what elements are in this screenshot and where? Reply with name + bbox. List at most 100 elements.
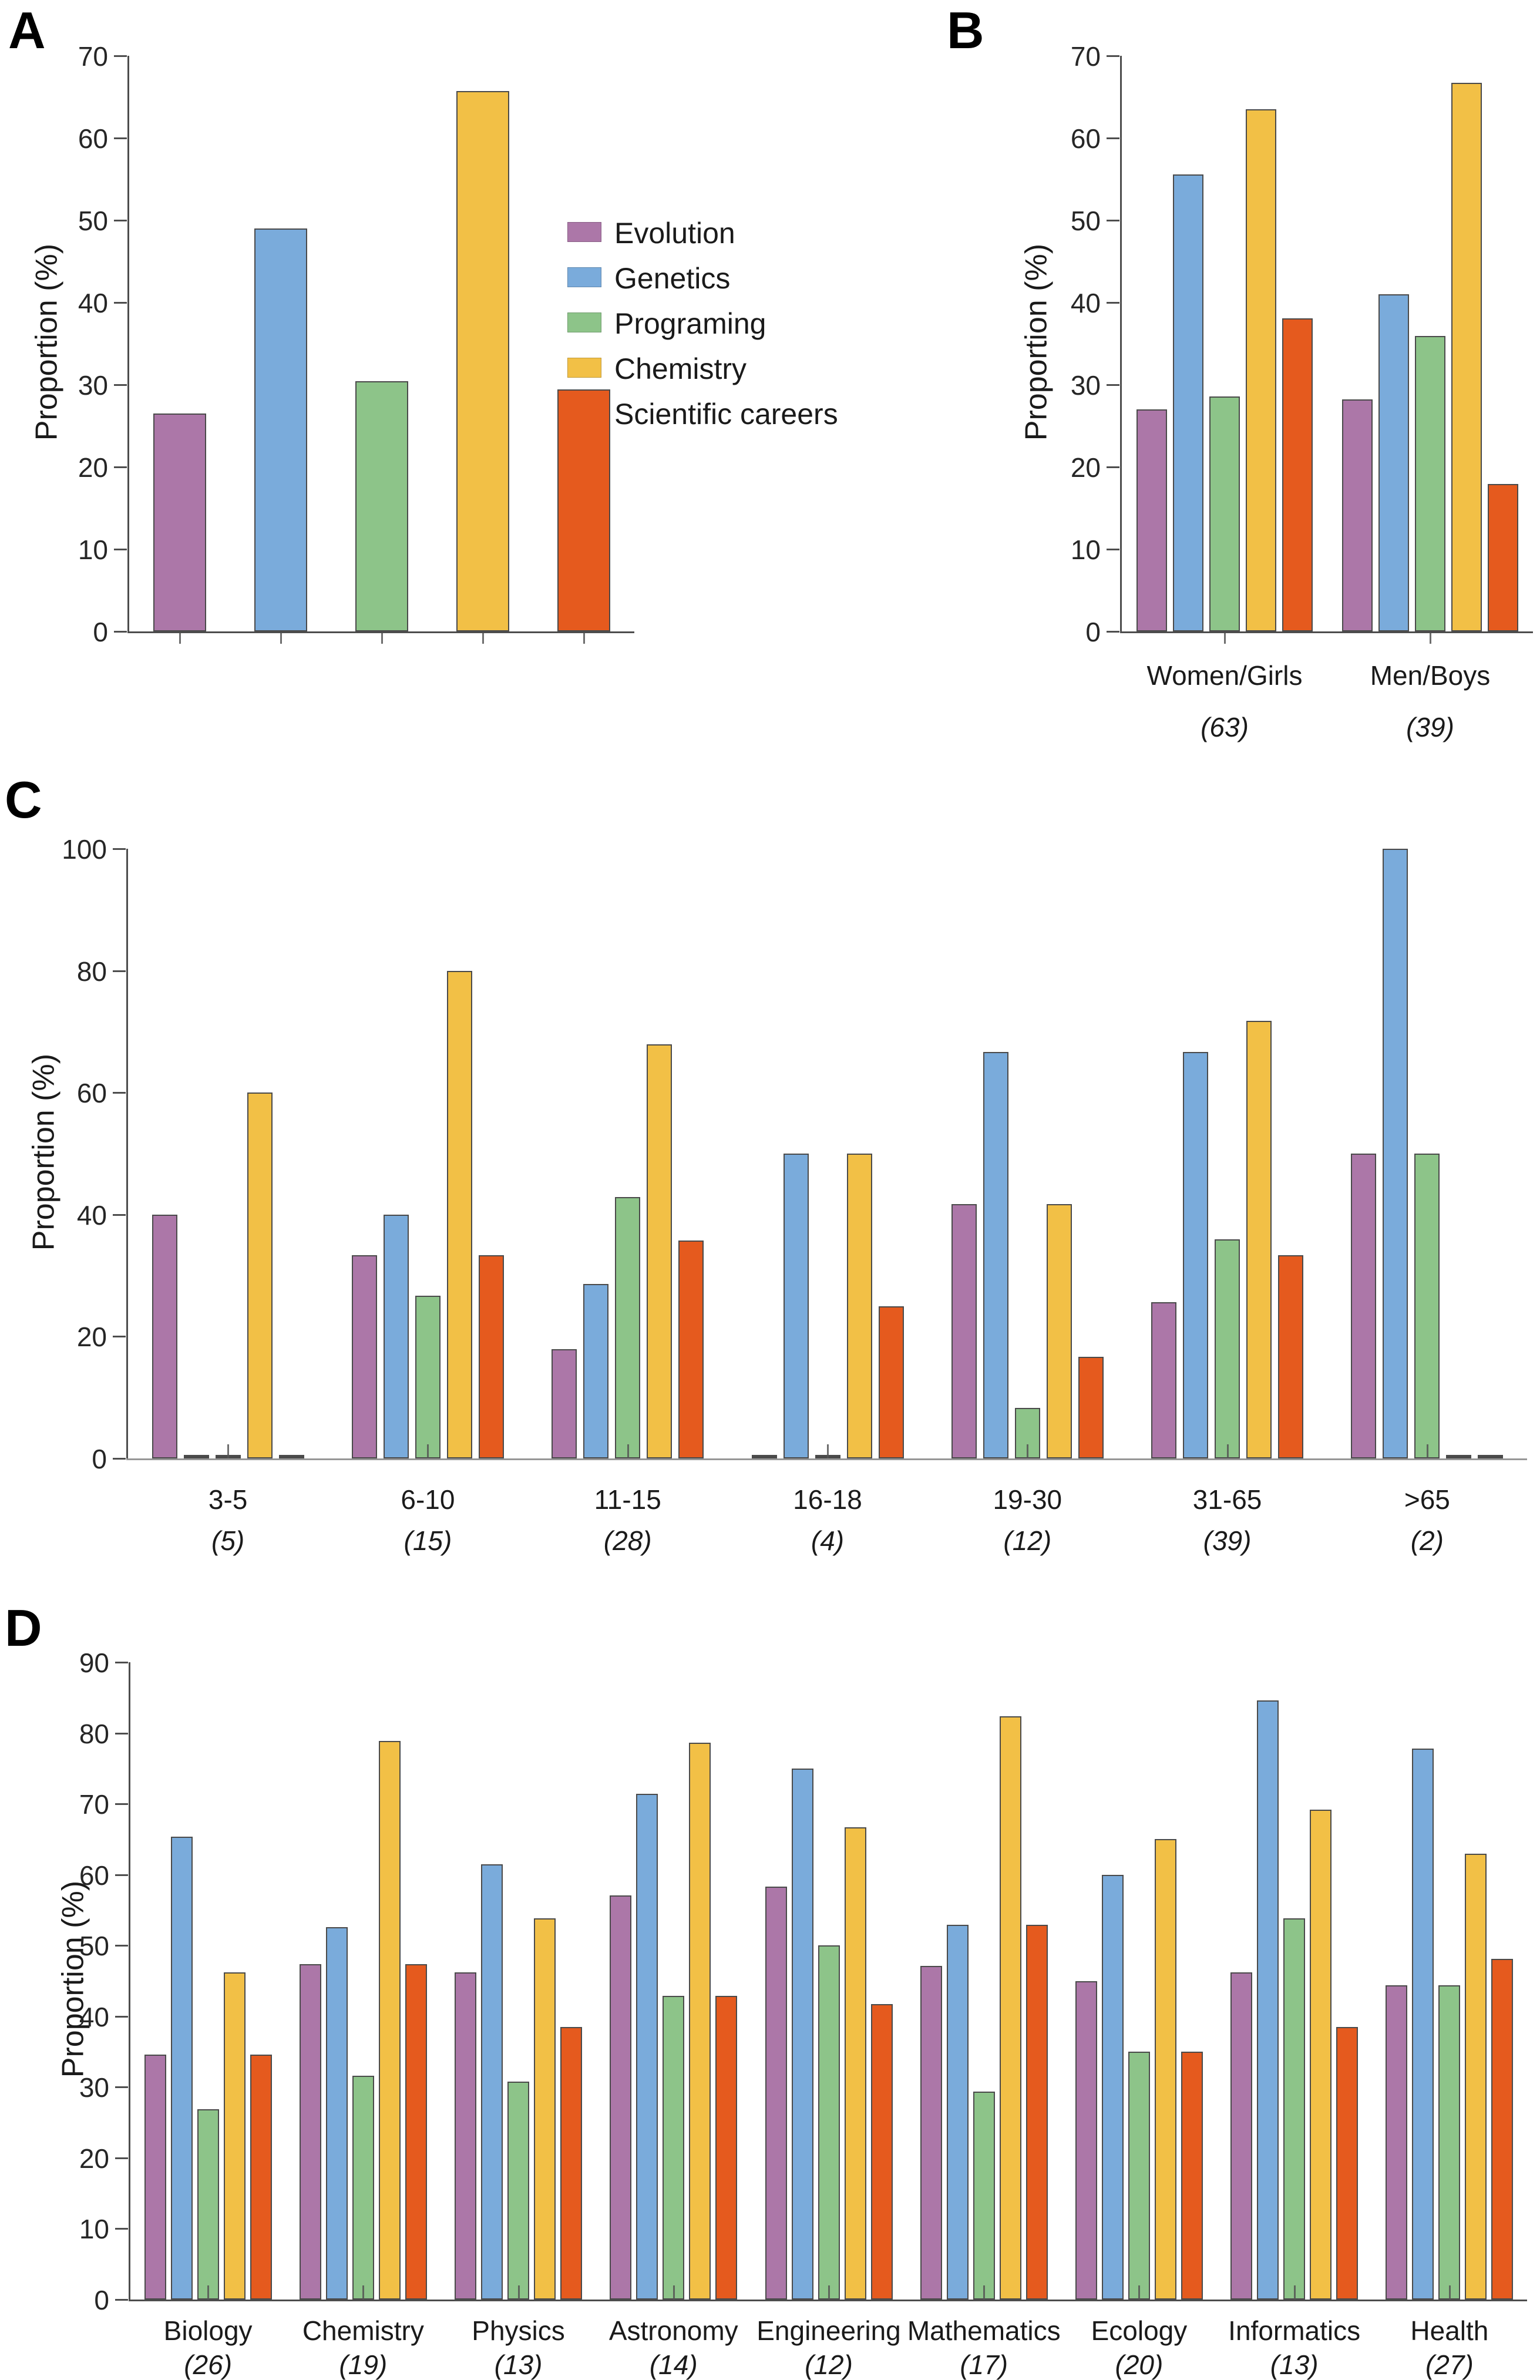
bar-genetics — [383, 1214, 409, 1458]
bar-genetics — [783, 1154, 809, 1458]
panel-a-y-axis-title: Proportion (%) — [29, 243, 64, 441]
bar-programing — [1209, 396, 1240, 631]
x-axis-line — [129, 2300, 1527, 2301]
x-category-count: (26) — [184, 2349, 233, 2380]
x-category-count: (39) — [1203, 1525, 1252, 1556]
bar-chemistry — [1310, 1809, 1332, 2300]
x-category-count: (28) — [603, 1525, 652, 1556]
x-category-label: Biology — [163, 2315, 253, 2346]
bar-chemistry — [1451, 83, 1482, 631]
x-tick — [362, 2285, 365, 2300]
bar-scientific-careers — [1025, 1925, 1048, 2300]
y-tick — [1107, 220, 1119, 221]
y-tick-label: 30 — [78, 370, 108, 401]
bar-genetics — [1383, 849, 1408, 1458]
y-tick — [115, 1945, 128, 1947]
legend-label-evolution: Evolution — [614, 217, 735, 250]
y-tick — [1107, 55, 1119, 57]
bar-genetics — [254, 228, 307, 631]
bar-evolution — [1151, 1302, 1177, 1458]
bar-programing — [973, 2091, 995, 2300]
bar-scientific-careers — [1488, 484, 1518, 631]
x-tick — [1226, 1444, 1229, 1458]
legend-label-scientific-careers: Scientific careers — [614, 398, 838, 431]
y-tick — [114, 55, 127, 57]
y-tick-label: 0 — [94, 2285, 109, 2315]
y-tick — [113, 848, 126, 850]
y-axis-line — [127, 56, 129, 633]
bar-evolution — [1386, 1985, 1408, 2300]
bar-evolution — [152, 1214, 177, 1458]
y-tick-label: 80 — [79, 1718, 109, 1749]
x-tick — [227, 1444, 230, 1458]
bar-scientific-careers — [1491, 1959, 1514, 2300]
x-category-label: 16-18 — [793, 1484, 862, 1515]
panel-b-y-axis-title: Proportion (%) — [1019, 243, 1054, 441]
bar-evolution-zero — [751, 1455, 777, 1458]
x-category-count: (4) — [811, 1525, 845, 1556]
y-tick — [113, 1458, 126, 1460]
y-tick — [114, 302, 127, 304]
x-category-count: (13) — [494, 2349, 543, 2380]
bar-programing — [355, 381, 408, 631]
bar-scientific-careers-zero — [278, 1455, 304, 1458]
y-axis-line — [129, 1662, 130, 2301]
bar-chemistry — [689, 1743, 711, 2300]
x-category-count: (12) — [805, 2349, 853, 2380]
bar-evolution — [552, 1349, 577, 1458]
x-tick — [828, 2285, 830, 2300]
y-tick-label: 40 — [79, 2001, 109, 2032]
y-tick-label: 10 — [78, 535, 108, 565]
bar-programing — [352, 2076, 374, 2300]
bar-genetics — [946, 1925, 969, 2300]
x-tick — [983, 2285, 986, 2300]
bar-scientific-careers — [1282, 318, 1313, 631]
bar-scientific-careers — [557, 389, 610, 631]
bar-chemistry — [223, 1972, 246, 2300]
y-tick — [1107, 302, 1119, 304]
x-tick — [1224, 633, 1226, 644]
bar-genetics — [1378, 294, 1409, 631]
x-category-label: Health — [1410, 2315, 1489, 2346]
panel-a-letter: A — [8, 1, 46, 59]
bar-programing — [1438, 1985, 1461, 2300]
x-category-count: (13) — [1270, 2349, 1319, 2380]
bar-genetics — [1183, 1051, 1209, 1458]
x-tick — [280, 633, 282, 644]
panel-c-y-axis-title: Proportion (%) — [26, 1053, 61, 1251]
bar-programing — [1215, 1239, 1240, 1458]
bar-programing — [615, 1196, 641, 1458]
y-tick — [113, 1213, 126, 1216]
x-category-label: Women/Girls — [1146, 660, 1303, 691]
bar-genetics — [583, 1284, 609, 1458]
panel-b-letter: B — [947, 1, 984, 59]
legend-label-programing: Programing — [614, 307, 766, 340]
y-tick-label: 20 — [1070, 452, 1101, 483]
x-tick — [517, 2285, 520, 2300]
bar-programing — [818, 1945, 840, 2300]
bar-scientific-careers — [678, 1241, 704, 1458]
bar-chemistry — [1046, 1204, 1072, 1458]
x-category-label: 6-10 — [401, 1484, 455, 1515]
bar-programing — [197, 2109, 219, 2300]
y-tick — [115, 2015, 128, 2018]
y-tick-label: 70 — [78, 41, 108, 72]
bar-genetics-zero — [183, 1455, 209, 1458]
x-category-label: >65 — [1404, 1484, 1450, 1515]
y-tick-label: 30 — [79, 2072, 109, 2103]
x-tick — [827, 1444, 829, 1458]
y-tick-label: 50 — [78, 206, 108, 236]
y-tick-label: 70 — [79, 1789, 109, 1820]
y-tick — [113, 1336, 126, 1338]
x-tick — [1426, 1444, 1428, 1458]
y-tick-label: 40 — [76, 1199, 107, 1231]
x-category-label: 31-65 — [1192, 1484, 1262, 1515]
x-tick — [179, 633, 181, 644]
bar-evolution — [1230, 1972, 1253, 2300]
y-tick-label: 70 — [1070, 41, 1101, 72]
y-tick — [114, 466, 127, 468]
x-category-label: Physics — [472, 2315, 565, 2346]
y-tick-label: 10 — [1070, 535, 1101, 565]
bar-evolution — [1351, 1154, 1377, 1458]
x-category-label: Engineering — [756, 2315, 901, 2346]
